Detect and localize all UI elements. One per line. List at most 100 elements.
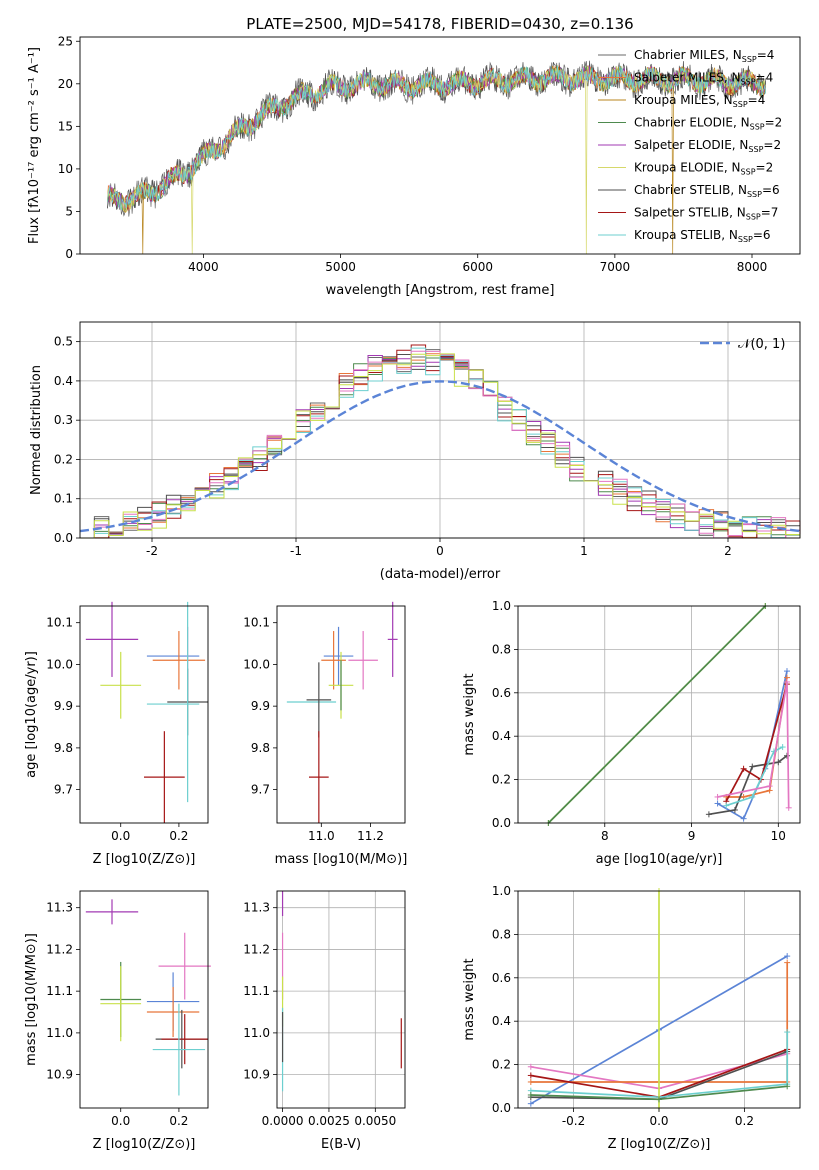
x-tick-label: 0.2: [169, 1114, 188, 1128]
weight-line-7: [725, 746, 783, 807]
x-tick-label: -1: [290, 544, 302, 558]
x-tick-label: 0.0: [111, 829, 130, 843]
legend-label: Salpeter MILES, NSSP=4: [634, 71, 773, 87]
spectrum-legend: Chabrier MILES, NSSP=4 Salpeter MILES, NS…: [598, 48, 782, 244]
y-tick-label: 11.1: [46, 984, 73, 998]
panel-age_vs_Z: 0.0 0.2 9.7 9.8 9.9 10.0 10.1 Z [log10(Z/Z⊙)] ag…: [24, 601, 209, 867]
y-tick-label: 11.3: [243, 901, 270, 915]
x-tick-label: 7000: [600, 260, 631, 274]
y-tick-label: 11.2: [243, 942, 270, 956]
weight-line-6: [725, 683, 788, 802]
y-tick-label: 0.3: [54, 413, 73, 427]
y-axis-label: age [log10(age/yr)]: [24, 651, 39, 778]
y-tick-label: 10.0: [243, 657, 270, 671]
x-tick-label: 0.0050: [354, 1114, 396, 1128]
y-tick-label: 9.9: [54, 699, 73, 713]
y-tick-label: 0.1: [54, 492, 73, 506]
axes-frame: [517, 605, 801, 824]
x-tick-label: -0.2: [562, 1114, 585, 1128]
x-axis-label: wavelength [Angstrom, rest frame]: [326, 283, 555, 298]
y-tick-label: 0.8: [492, 642, 511, 656]
panel-spectrum: 4000 5000 6000 7000 8000 0 5 10 15 20 25 wavelength…: [27, 34, 801, 298]
y-tick-label: 0.8: [492, 927, 511, 941]
y-tick-label: 25: [58, 34, 73, 48]
y-tick-label: 9.9: [251, 699, 270, 713]
y-tick-label: 11.0: [243, 1026, 270, 1040]
plot-area: [527, 888, 791, 1111]
y-axis-label: mass [log10(M/M⊙)]: [24, 933, 39, 1066]
legend-label: 𝒩(0, 1): [738, 337, 785, 352]
y-tick-label: 9.8: [251, 741, 270, 755]
y-axis-label: mass weight: [462, 673, 477, 755]
y-tick-label: 0.2: [54, 452, 73, 466]
spectrum-line-6: [107, 65, 767, 255]
y-tick-label: 0.0: [54, 531, 73, 545]
y-tick-label: 1.0: [492, 884, 511, 898]
weight-line-3: [530, 962, 789, 1083]
x-tick-label: 0.2: [735, 1114, 754, 1128]
axes-frame: [79, 36, 801, 255]
x-tick-label: 4000: [188, 260, 219, 274]
y-axis-label: mass weight: [462, 958, 477, 1040]
legend-label: Salpeter STELIB, NSSP=7: [634, 206, 778, 222]
x-axis-label: E(B-V): [321, 1137, 361, 1152]
y-tick-label: 0.2: [492, 773, 511, 787]
y-axis-label: Normed distribution: [29, 365, 44, 495]
weight-line-2: [547, 605, 766, 824]
x-tick-label: 0.0000: [262, 1114, 304, 1128]
y-tick-label: 0.4: [492, 729, 511, 743]
x-tick-label: 6000: [462, 260, 493, 274]
y-tick-label: 0.0: [492, 1101, 511, 1115]
y-tick-label: 0.6: [492, 971, 511, 985]
legend-label: Chabrier ELODIE, NSSP=2: [634, 116, 782, 132]
x-axis-label: Z [log10(Z/Z⊙)]: [608, 1137, 711, 1152]
weight-line-6: [530, 1032, 789, 1099]
spectrum-line-9: [107, 65, 767, 211]
panel-weight_vs_Z: -0.2 0.0 0.2 0.0 0.2 0.4 0.6 0.8 1.0 Z [log10(Z/Z…: [462, 884, 801, 1152]
y-tick-label: 5: [65, 204, 73, 218]
x-tick-label: 2: [724, 544, 732, 558]
legend-label: Kroupa STELIB, NSSP=6: [634, 228, 771, 244]
y-tick-label: 10.9: [46, 1068, 73, 1082]
x-axis-label: (data-model)/error: [380, 567, 501, 582]
legend-label: Kroupa ELODIE, NSSP=2: [634, 161, 773, 177]
y-tick-label: 9.7: [54, 783, 73, 797]
y-tick-label: 9.8: [54, 741, 73, 755]
y-tick-label: 0.0: [492, 816, 511, 830]
x-tick-label: 9: [688, 829, 696, 843]
panel-mass_vs_ebv: 0.0000 0.0025 0.0050 10.9 11.0 11.1 11.2 11.3 E(…: [243, 890, 406, 1152]
panel-age_vs_mass: 11.0 11.2 9.7 9.8 9.9 10.0 10.1 mass [log10(M/M…: [243, 601, 408, 867]
x-tick-label: 8000: [737, 260, 768, 274]
legend-label: Chabrier STELIB, NSSP=6: [634, 183, 780, 199]
x-axis-label: mass [log10(M/M⊙)]: [275, 852, 408, 867]
panel-residuals: -2 -1 0 1 2 0.0 0.1 0.2 0.3 0.4 0.5 (data-model)/er…: [29, 321, 801, 582]
y-tick-label: 10.1: [46, 616, 73, 630]
x-tick-label: 11.0: [308, 829, 335, 843]
legend-label: Kroupa MILES, NSSP=4: [634, 93, 765, 109]
y-tick-label: 10.9: [243, 1068, 270, 1082]
y-tick-label: 11.1: [243, 984, 270, 998]
y-tick-label: 15: [58, 119, 73, 133]
x-tick-label: 1: [580, 544, 588, 558]
plot-area: [79, 344, 801, 539]
x-tick-label: 0: [436, 544, 444, 558]
x-axis-label: Z [log10(Z/Z⊙)]: [93, 852, 196, 867]
axes-frame: [79, 605, 209, 824]
y-tick-label: 0.4: [54, 374, 73, 388]
y-tick-label: 10.0: [46, 657, 73, 671]
y-tick-label: 10.1: [243, 616, 270, 630]
x-tick-label: 10: [771, 829, 786, 843]
plot-area: [85, 601, 208, 823]
panel-weight_vs_age: 8 9 10 0.0 0.2 0.4 0.6 0.8 1.0 age [log10(age/yr)…: [462, 599, 801, 867]
x-axis-label: age [log10(age/yr)]: [596, 852, 723, 867]
y-tick-label: 1.0: [492, 599, 511, 613]
axes-frame: [276, 605, 406, 824]
y-axis-label: Flux [fλ10⁻¹⁷ erg cm⁻² s⁻¹ A⁻¹]: [27, 47, 42, 244]
y-tick-label: 9.7: [251, 783, 270, 797]
gaussian-curve: [79, 380, 801, 533]
legend-label: Salpeter ELODIE, NSSP=2: [634, 138, 781, 154]
y-tick-label: 10: [58, 162, 73, 176]
y-tick-label: 11.3: [46, 901, 73, 915]
x-tick-label: 0.0: [111, 1114, 130, 1128]
